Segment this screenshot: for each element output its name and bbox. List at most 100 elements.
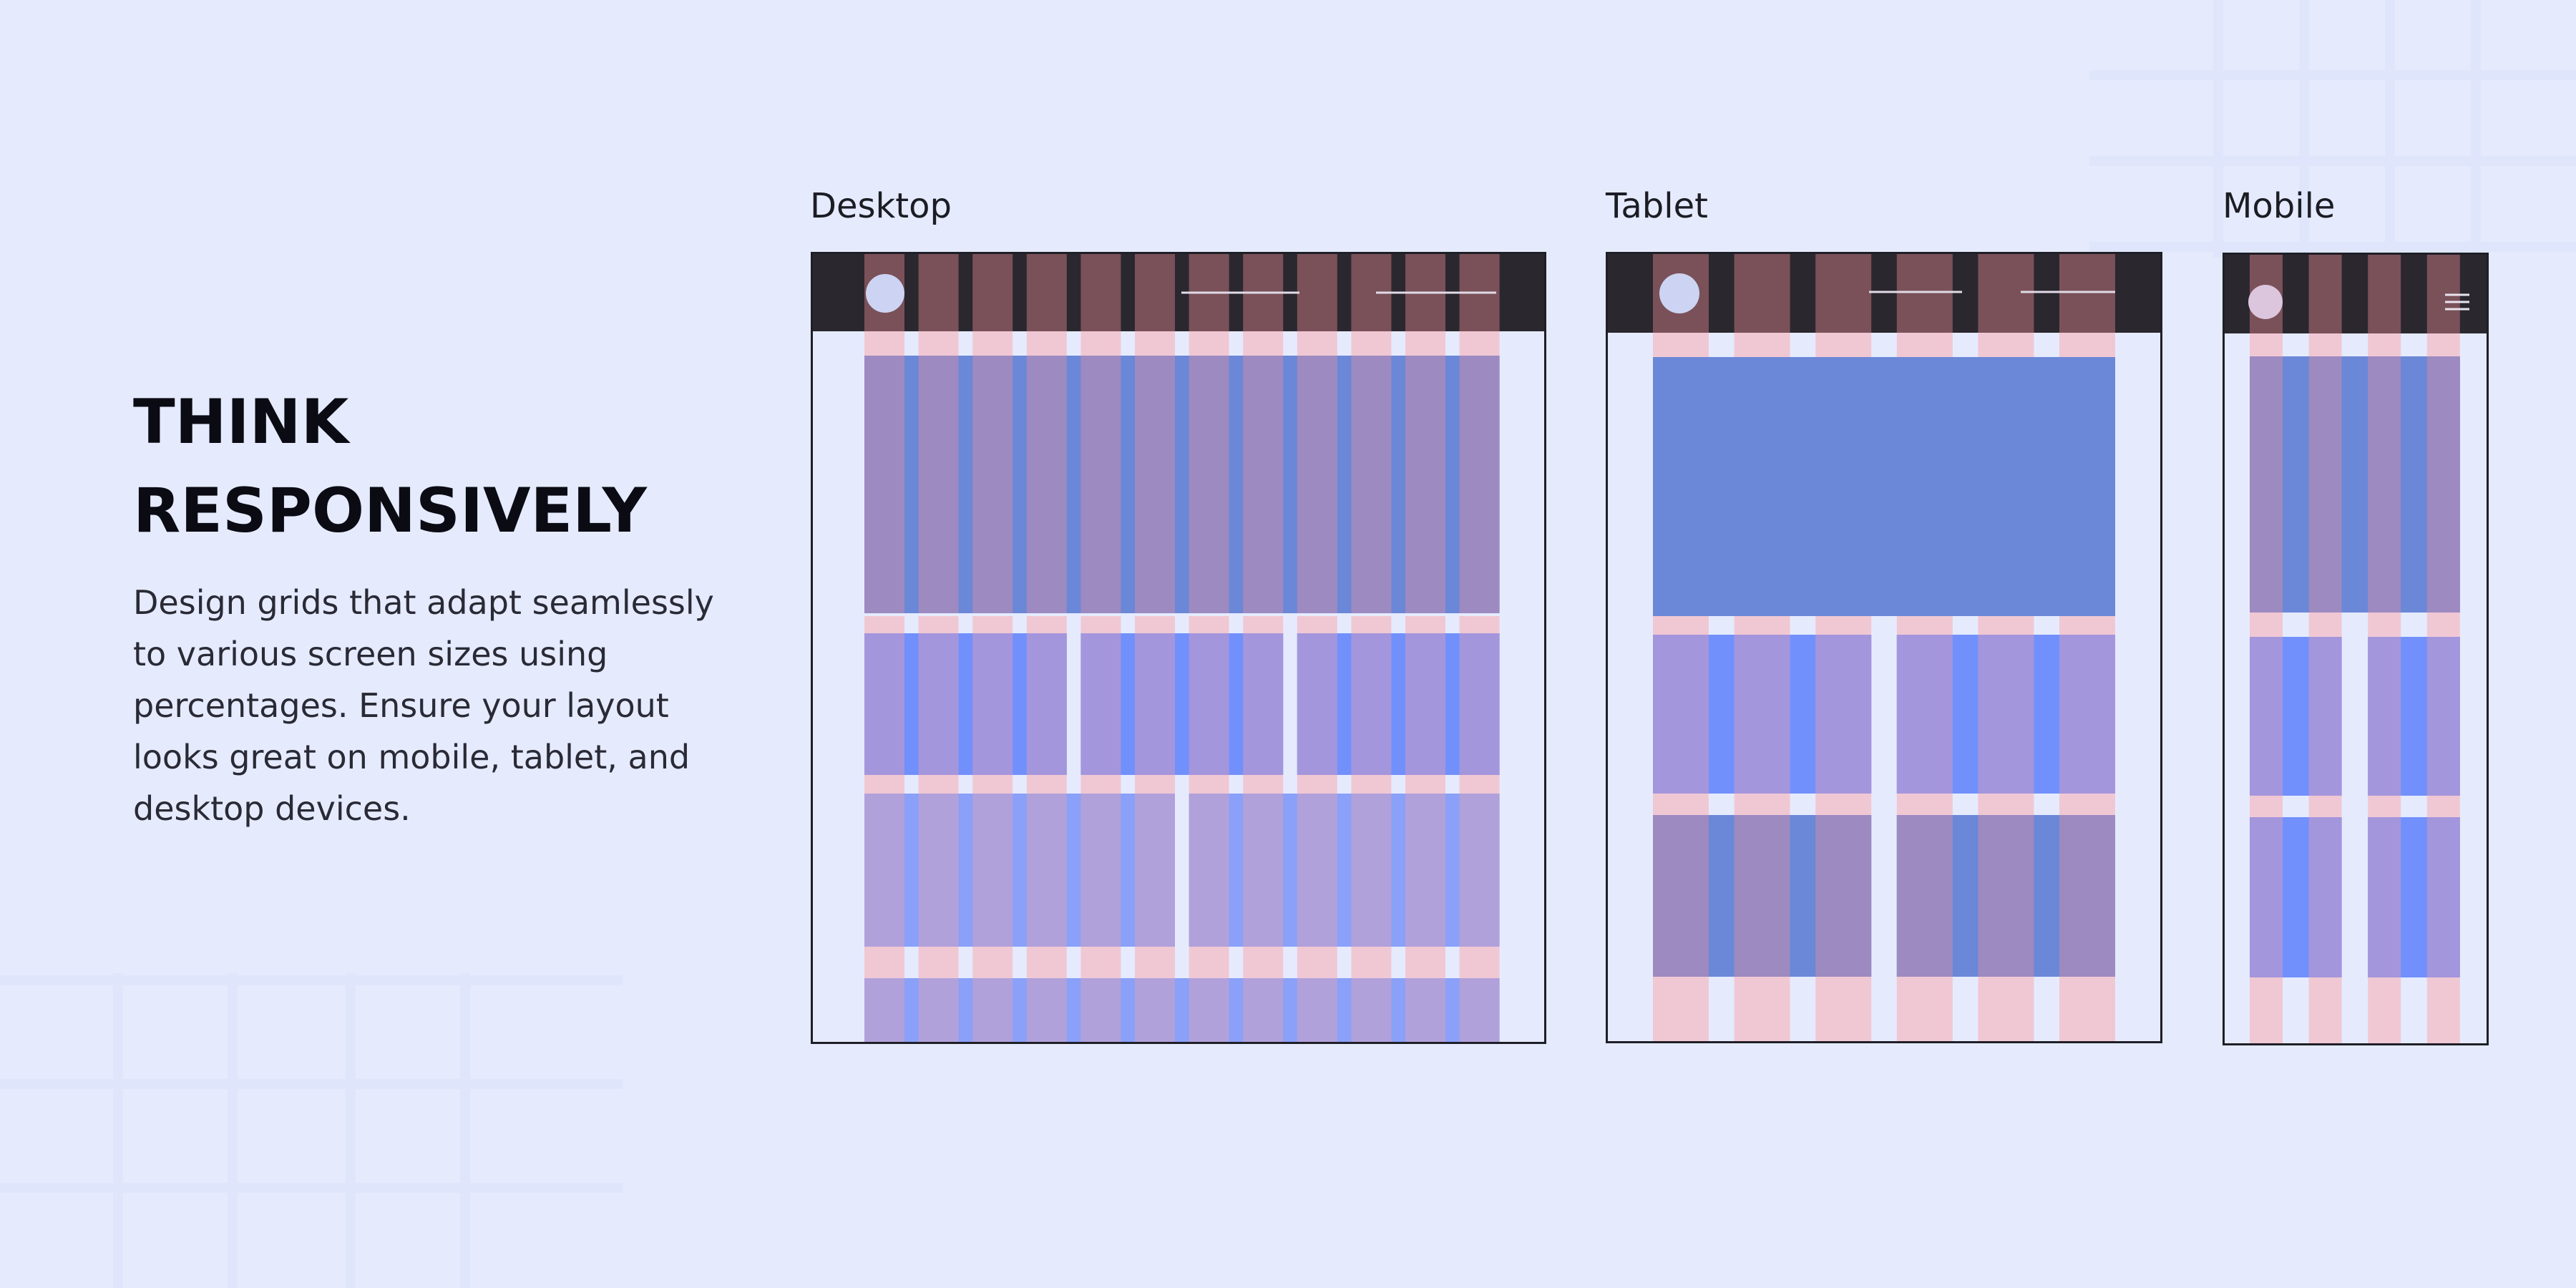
gutter-strip xyxy=(2308,796,2342,817)
content-block-column xyxy=(1243,356,1284,613)
content-block-column xyxy=(1189,356,1229,613)
content-block-column xyxy=(1653,815,1709,977)
content-block-column xyxy=(1896,357,1953,616)
gutter-strip xyxy=(1405,331,1445,356)
gutter-strip xyxy=(1243,331,1284,356)
header-column xyxy=(2308,255,2342,333)
gutter-strip xyxy=(1026,616,1067,633)
gutter-strip xyxy=(2426,977,2460,1043)
content-block-column xyxy=(1135,978,1175,1042)
gutter-strip xyxy=(1459,947,1500,978)
content-block-column xyxy=(1026,794,1067,947)
content-block-column xyxy=(2426,817,2460,977)
header-column xyxy=(1734,254,1790,333)
circle-logo-icon xyxy=(866,274,904,313)
gutter-strip xyxy=(1080,947,1121,978)
headline-line-1: THINK xyxy=(133,386,349,458)
gutter-strip xyxy=(1297,331,1337,356)
description: Design grids that adapt seamlessly to va… xyxy=(133,577,763,834)
gutter-strip xyxy=(1080,616,1121,633)
gutter-strip xyxy=(1405,775,1445,794)
gutter-strip xyxy=(1896,794,1953,815)
gutter-strip xyxy=(2368,796,2401,817)
content-block-column xyxy=(2368,356,2401,613)
content-block-column xyxy=(1189,978,1229,1042)
content-block-column xyxy=(864,978,904,1042)
gutter-strip xyxy=(1080,775,1121,794)
content-block-column xyxy=(2308,817,2342,977)
gutter-strip xyxy=(2308,613,2342,637)
content-block-column xyxy=(1297,356,1337,613)
content-block-column xyxy=(1734,635,1790,794)
gutter-strip xyxy=(1189,331,1229,356)
content-block-column xyxy=(1405,356,1445,613)
content-block-column xyxy=(2059,635,2115,794)
gutter-strip xyxy=(1026,947,1067,978)
desktop-label: Desktop xyxy=(810,186,952,226)
gutter-strip xyxy=(1815,616,1872,635)
gutter-strip xyxy=(1734,333,1790,357)
gutter-strip xyxy=(864,616,904,633)
gutter-strip xyxy=(1351,947,1392,978)
content-block-column xyxy=(1351,633,1392,775)
description-line-4: looks great on mobile, tablet, and xyxy=(133,738,691,776)
desktop-grid-illustration xyxy=(813,254,1544,1042)
tablet-grid-illustration xyxy=(1608,254,2160,1041)
content-block-column xyxy=(1896,635,1953,794)
content-block-column xyxy=(1815,635,1872,794)
gutter-strip xyxy=(2059,794,2115,815)
content-block-column xyxy=(1653,357,1709,616)
gutter-strip xyxy=(918,616,959,633)
gutter-strip xyxy=(1243,947,1284,978)
gutter-strip xyxy=(1405,616,1445,633)
content-block-column xyxy=(1026,633,1067,775)
content-block-column xyxy=(918,356,959,613)
mobile-grid-illustration xyxy=(2225,255,2487,1043)
content-block-column xyxy=(1243,978,1284,1042)
gutter-strip xyxy=(2059,616,2115,635)
gutter-strip xyxy=(864,947,904,978)
gutter-strip xyxy=(1459,616,1500,633)
header-column xyxy=(1896,254,1953,333)
tablet-label: Tablet xyxy=(1606,186,1708,226)
gutter-strip xyxy=(1978,333,2034,357)
content-block-column xyxy=(918,978,959,1042)
description-line-2: to various screen sizes using xyxy=(133,635,608,673)
content-block-column xyxy=(1653,635,1709,794)
content-block-column xyxy=(2368,637,2401,796)
content-block-column xyxy=(1026,978,1067,1042)
content-block-column xyxy=(1405,978,1445,1042)
gutter-strip xyxy=(1815,977,1872,1041)
gutter-strip xyxy=(864,331,904,356)
content-block-column xyxy=(1080,978,1121,1042)
content-block-column xyxy=(1351,794,1392,947)
headline-line-2: RESPONSIVELY xyxy=(133,475,647,547)
headline: THINK RESPONSIVELY xyxy=(133,378,647,555)
gutter-strip xyxy=(1026,775,1067,794)
content-block-column xyxy=(1459,633,1500,775)
gutter-strip xyxy=(2059,977,2115,1041)
description-line-5: desktop devices. xyxy=(133,789,411,828)
header-column xyxy=(972,254,1013,331)
content-block-column xyxy=(864,794,904,947)
gutter-strip xyxy=(1653,977,1709,1041)
gutter-strip xyxy=(1405,947,1445,978)
circle-logo-icon xyxy=(1659,273,1699,313)
header-column xyxy=(2059,254,2115,333)
gutter-strip xyxy=(1189,947,1229,978)
content-block-column xyxy=(2308,356,2342,613)
content-block-gutter xyxy=(864,794,1175,947)
content-block-column xyxy=(1297,978,1337,1042)
content-block-column xyxy=(2059,815,2115,977)
content-block-column xyxy=(864,356,904,613)
content-block-gutter xyxy=(1189,794,1500,947)
gutter-strip xyxy=(1189,775,1229,794)
header-column xyxy=(918,254,959,331)
content-block-column xyxy=(1189,633,1229,775)
gutter-strip xyxy=(972,616,1013,633)
desktop-grid-frame xyxy=(811,252,1546,1044)
content-block-column xyxy=(2059,357,2115,616)
gutter-strip xyxy=(1080,331,1121,356)
gutter-strip xyxy=(864,775,904,794)
gutter-strip xyxy=(1978,977,2034,1041)
